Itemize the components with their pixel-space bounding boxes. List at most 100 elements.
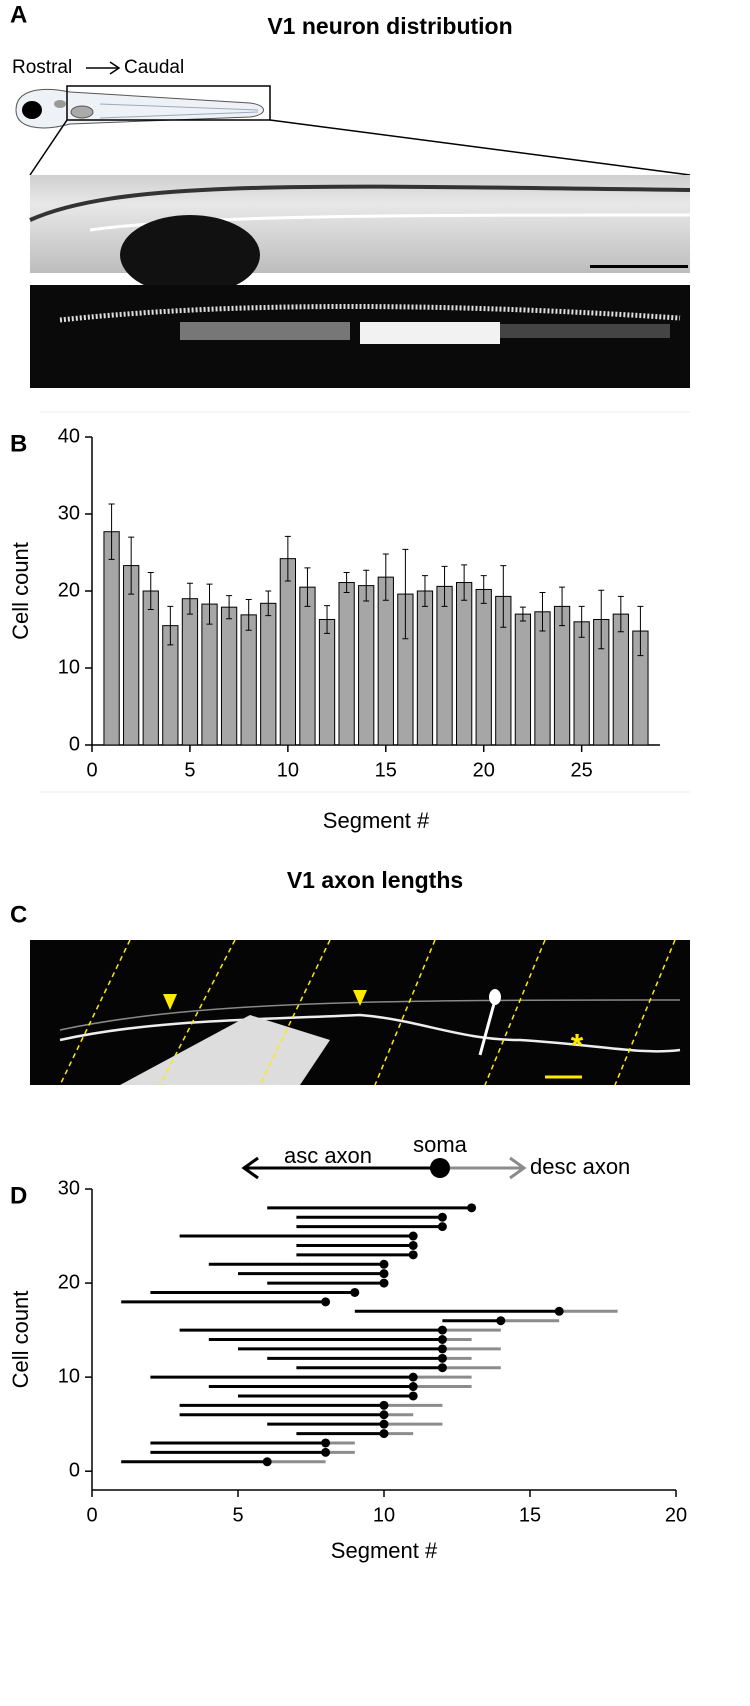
bar [299,586,316,746]
soma [379,1410,389,1420]
legend-label: asc axon [284,1143,372,1168]
error-bar [461,564,468,601]
bar [416,590,434,746]
bar [181,598,199,746]
soma [408,1372,418,1382]
soma [408,1382,418,1392]
error-bar [578,605,585,638]
soma [262,1457,272,1467]
soma [408,1250,418,1260]
bar [455,582,473,746]
error-bar [637,605,644,657]
bar [612,613,629,746]
x-tick-label: 10 [277,759,299,781]
bar [436,585,453,746]
error-bar [343,572,350,594]
legend-label: desc axon [530,1154,630,1179]
panel-title: V1 axon lengths [287,867,463,893]
bar [103,531,120,746]
soma [379,1278,389,1288]
bar [240,614,257,746]
y-tick-label: 30 [58,1177,80,1199]
soma [379,1429,389,1439]
soma [437,1344,447,1354]
x-tick-label: 5 [232,1504,243,1526]
bar [358,585,375,746]
error-bar [304,567,311,607]
bar [475,588,492,746]
error-bar [480,575,487,604]
y-axis-label: Cell count [8,1291,33,1389]
y-tick-label: 0 [69,1459,80,1481]
bar [573,621,590,746]
bar [260,602,277,746]
fluorescence-image [30,285,690,388]
panel-label: B [10,430,27,457]
y-tick-label: 10 [58,656,80,678]
direction-label: Rostral [12,57,72,78]
soma [321,1297,331,1307]
soma [467,1203,477,1213]
legend-soma [430,1158,450,1178]
bar [534,611,551,746]
axon-image [30,939,690,1086]
x-tick-label: 15 [375,759,397,781]
x-tick-label: 0 [86,1504,97,1526]
bar [220,606,238,746]
bar [553,605,571,746]
error-bar [382,553,389,601]
soma [408,1391,418,1401]
y-tick-label: 40 [58,425,80,447]
direction-arrow-head [109,61,121,75]
annotation: * [571,1027,584,1063]
soma [437,1222,447,1232]
error-bar [559,586,566,627]
error-bar [245,598,252,631]
soma [321,1438,331,1448]
bar [338,582,355,746]
y-axis-label: Cell count [8,542,33,640]
x-axis-label: Segment # [331,1538,438,1563]
error-bar [284,535,291,582]
y-tick-label: 0 [69,733,80,755]
soma [379,1419,389,1429]
x-tick-label: 20 [473,759,495,781]
error-bar [147,572,154,610]
error-bar [402,548,409,640]
x-axis-label: Segment # [323,808,430,833]
soma [379,1269,389,1279]
panel-title: V1 neuron distribution [267,13,512,39]
error-bar [324,605,331,634]
bar [377,576,394,746]
soma [437,1212,447,1222]
y-tick-label: 20 [58,579,80,601]
bar [279,558,297,746]
fish-cartoon [15,85,691,176]
y-tick-label: 20 [58,1271,80,1293]
x-tick-label: 15 [519,1504,541,1526]
error-bar [441,565,448,607]
direction-label: Caudal [124,57,184,78]
brightfield-image [29,175,691,295]
soma [437,1325,447,1335]
panel-label: A [10,1,27,28]
soma [437,1353,447,1363]
x-tick-label: 0 [86,759,97,781]
bar [142,590,159,746]
soma [350,1287,360,1297]
bar [514,613,532,746]
bar [201,603,218,746]
soma [496,1316,506,1326]
error-bar [421,575,428,607]
y-tick-label: 10 [58,1365,80,1387]
error-bar [108,503,115,560]
error-bar [500,565,507,628]
error-bar [598,589,605,650]
legend-label: soma [413,1132,468,1157]
error-bar [617,595,624,633]
legend-desc-arrowhead [509,1156,527,1180]
x-tick-label: 5 [184,759,195,781]
error-bar [226,595,233,620]
x-tick-label: 25 [571,759,593,781]
